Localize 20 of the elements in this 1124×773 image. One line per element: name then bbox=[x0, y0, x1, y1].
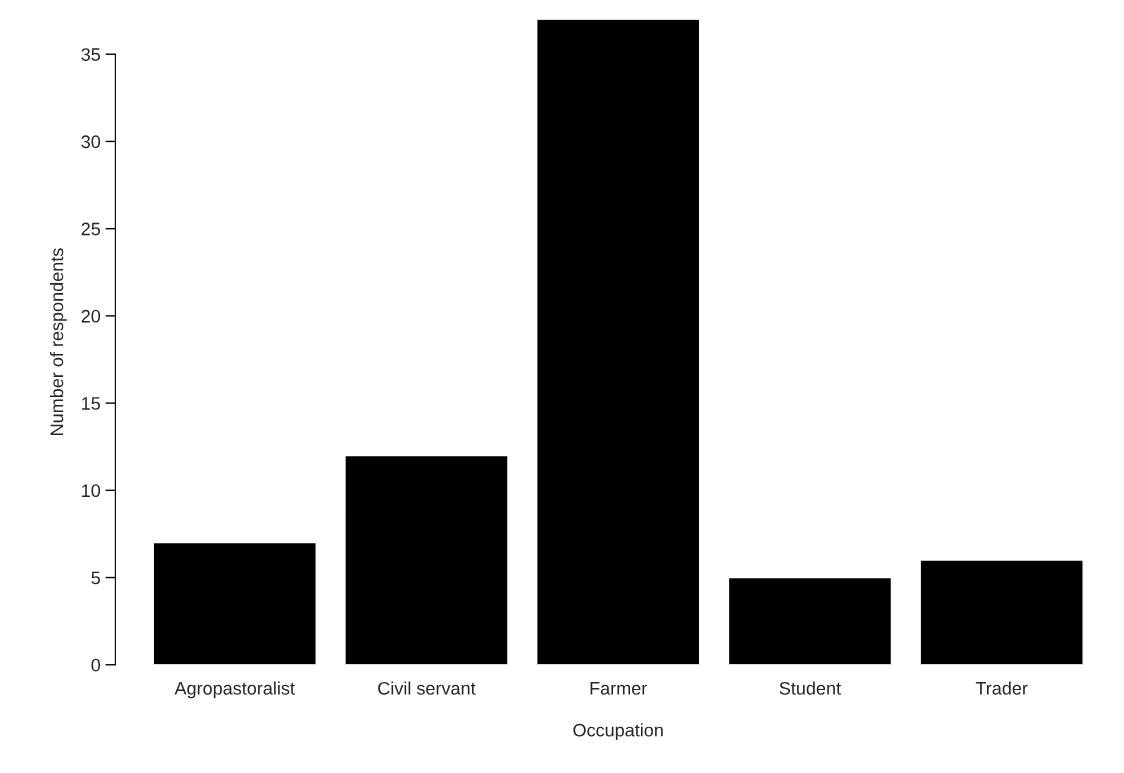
y-tick-label: 5 bbox=[91, 571, 101, 585]
bar bbox=[536, 19, 701, 665]
y-axis-title: Number of respondents bbox=[49, 248, 67, 435]
bar bbox=[152, 541, 317, 665]
bar bbox=[727, 576, 893, 665]
x-tick-label: Trader bbox=[975, 681, 1028, 695]
x-tick-label: Civil servant bbox=[378, 681, 476, 695]
bar bbox=[344, 454, 509, 665]
bar bbox=[919, 559, 1084, 665]
y-tick-label: 0 bbox=[91, 658, 101, 672]
x-axis-title: Occupation bbox=[573, 723, 663, 741]
y-tick-label: 20 bbox=[81, 309, 101, 323]
x-tick-label: Agropastoralist bbox=[174, 681, 295, 699]
x-tick-label: Farmer bbox=[590, 682, 647, 695]
y-tick-label: 15 bbox=[82, 397, 101, 410]
y-tick-label: 35 bbox=[81, 48, 101, 61]
x-tick-label: Student bbox=[779, 681, 841, 695]
y-tick-label: 30 bbox=[81, 135, 101, 149]
y-tick-label: 10 bbox=[82, 484, 101, 498]
y-tick-label: 25 bbox=[81, 222, 101, 236]
